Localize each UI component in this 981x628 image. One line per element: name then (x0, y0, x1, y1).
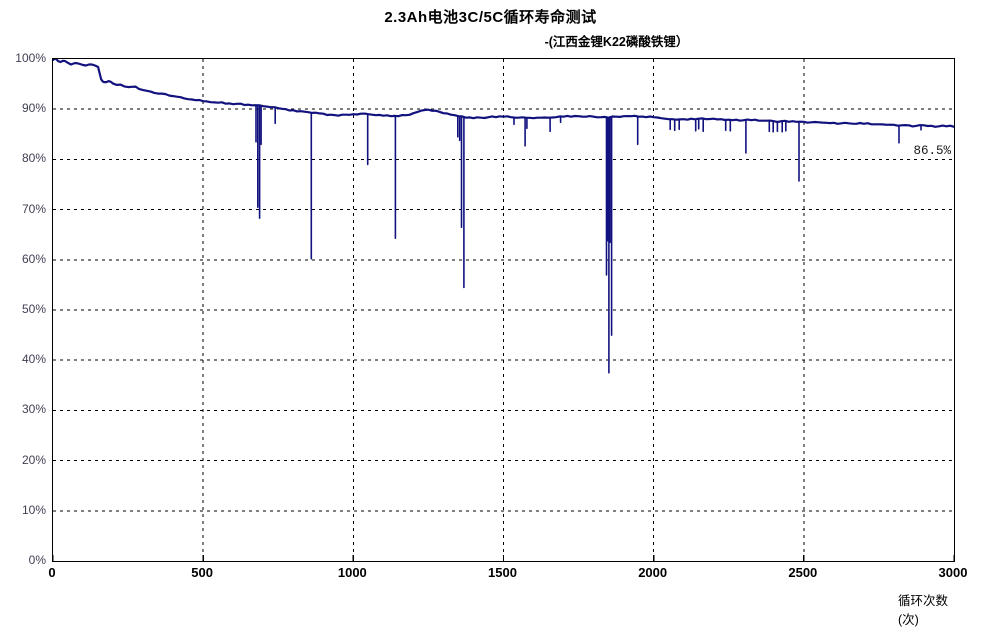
y-tick-label: 100% (15, 51, 46, 65)
x-tick-label: 2000 (638, 565, 668, 580)
y-tick-label: 20% (21, 452, 46, 467)
y-tick-label: 0% (28, 553, 46, 567)
final-capacity-annotation: 86.5% (913, 144, 951, 158)
y-tick-label: 80% (21, 151, 46, 166)
chart-subtitle: -(江西金锂K22磷酸铁锂） (544, 35, 689, 49)
x-tick-label: 0 (48, 565, 56, 580)
plot-area: 循环次数(次) (52, 58, 955, 627)
x-tick-label: 500 (191, 565, 213, 580)
x-axis-title: 循环次数(次) (898, 594, 949, 627)
y-tick-label: 50% (21, 302, 46, 316)
y-tick-label: 10% (21, 502, 46, 517)
y-tick-label: 40% (21, 352, 46, 367)
chart-title: 2.3Ah电池3C/5C循环寿命测试 (384, 9, 597, 26)
cycle-life-chart: 2.3Ah电池3C/5C循环寿命测试 -(江西金锂K22磷酸铁锂） 循环次数(次… (15, 9, 968, 627)
x-tick-label: 1500 (488, 565, 517, 580)
capacity-retention-curve (53, 59, 954, 561)
x-tick-label: 1000 (337, 565, 367, 580)
y-tick-label: 60% (21, 251, 46, 266)
y-tick-label: 30% (21, 402, 46, 417)
y-tick-label: 90% (21, 101, 46, 116)
x-tick-label: 2500 (788, 565, 818, 580)
x-tick-label: 3000 (938, 565, 968, 580)
y-tick-label: 70% (21, 201, 46, 216)
